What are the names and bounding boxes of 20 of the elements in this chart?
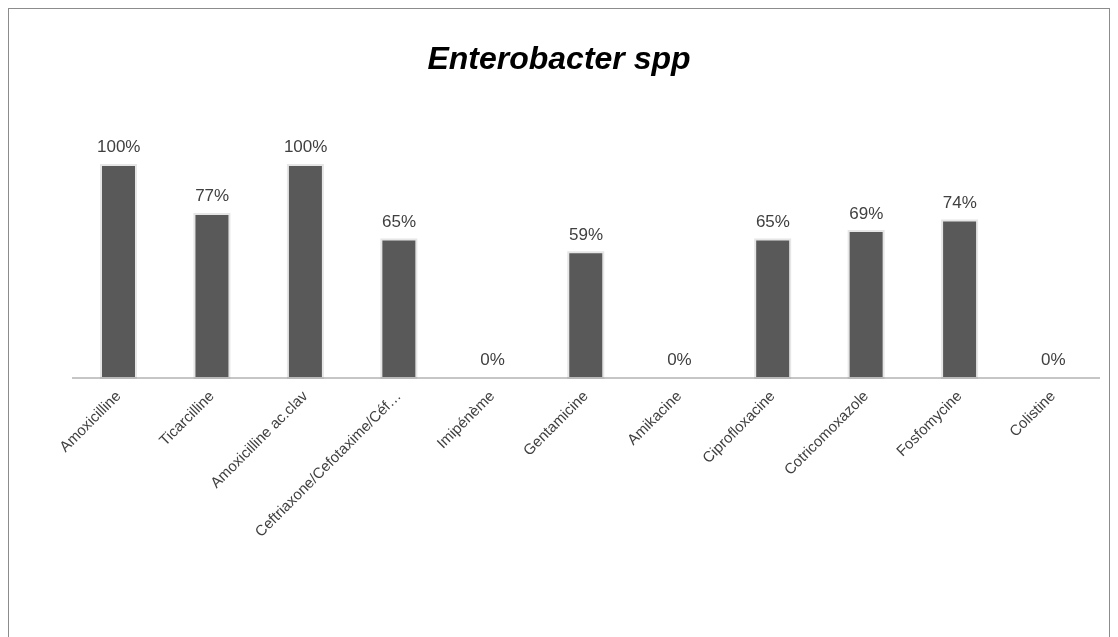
chart-title: Enterobacter spp [426,40,692,77]
bar [567,251,605,379]
data-label: 100% [96,137,141,157]
data-label: 65% [382,212,417,232]
bar [380,238,418,379]
data-label: 77% [195,186,230,206]
data-label: 0% [667,350,692,370]
bar [100,164,137,379]
bar [286,164,324,379]
bar [847,230,885,379]
data-label: 74% [942,192,977,212]
bar [754,238,792,379]
bar [193,212,231,379]
data-label: 59% [568,224,604,244]
data-label: 69% [849,203,884,223]
bar [941,219,979,379]
data-label: 65% [755,212,790,232]
data-label: 0% [1040,350,1066,370]
data-label: 0% [480,350,505,370]
data-label: 100% [283,137,328,157]
